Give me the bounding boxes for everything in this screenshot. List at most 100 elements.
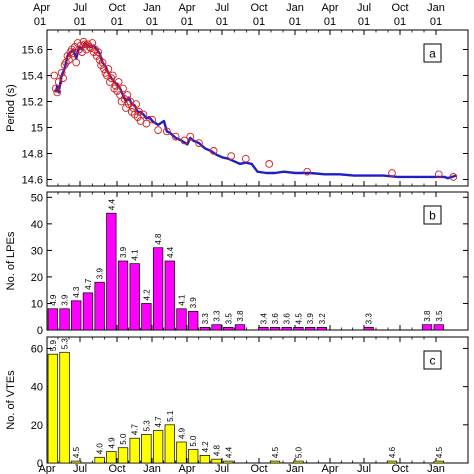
bar-magnitude-label: 3.8 [423,310,432,322]
bar-lpe [82,292,94,331]
bar-vte [223,460,234,464]
bottom-axis-month-label: Jul [357,463,371,474]
period-observation-point [54,78,63,86]
bar-magnitude-label: 4.8 [213,445,222,457]
period-observation-point [108,71,117,80]
bar-lpe [281,326,292,331]
period-observation-point [100,65,108,73]
bar-lpe [363,326,374,331]
period-observation-point [132,100,141,108]
panel-c-frame [46,336,469,464]
bar-lpe [433,324,444,331]
bottom-axis-month-label: Apr [321,463,338,474]
period-observation-point [265,160,274,168]
bar-magnitude-label: 3.9 [306,313,315,325]
top-axis-day-label: 01 [289,16,301,28]
bar-magnitude-label: 4.0 [96,443,105,455]
bar-magnitude-label: 5.0 [294,446,303,458]
period-observation-point [303,167,312,176]
bar-vte [293,460,304,464]
period-observation-point [171,132,180,141]
panel-b-frame [46,191,469,331]
y-tick-label: 0 [37,458,43,470]
bar-magnitude-label: 4.4 [224,446,233,458]
bar-vte [152,430,164,464]
bar-magnitude-label: 3.9 [189,297,198,309]
bar-magnitude-label: 5.3 [61,338,70,350]
period-observation-point [104,65,113,73]
bar-magnitude-label: 3.8 [236,310,245,322]
bar-magnitude-label: 3.3 [201,313,210,325]
bar-lpe [223,326,234,331]
panel-label: a [429,47,436,61]
top-axis-month-label: Jan [427,2,445,14]
bar-magnitude-label: 4.8 [154,233,163,245]
bottom-axis-month-label: Oct [250,463,267,474]
bar-lpe [316,326,327,331]
top-axis-month-label: Oct [108,2,125,14]
y-tick-label: 40 [31,382,43,394]
bottom-axis-month-label: Oct [108,463,125,474]
top-axis-month-label: Jan [143,2,161,14]
period-observation-point [78,48,86,56]
period-observation-point [119,84,127,93]
bar-magnitude-label: 4.1 [131,249,140,261]
top-axis-day-label: 01 [253,16,265,28]
top-axis-month-label: Jul [357,2,371,14]
panel-a-frame [46,29,469,187]
bar-magnitude-label: 4.5 [435,446,444,458]
bar-lpe [106,212,117,331]
y-tick-label: 0 [37,325,43,337]
period-observation-point [142,119,151,128]
bottom-axis-month-label: Apr [178,463,195,474]
bar-vte [176,441,187,464]
top-axis-month-label: Jul [215,2,229,14]
bar-magnitude-label: 5.3 [142,420,151,432]
period-observation-point [449,173,458,181]
period-observation-point [53,88,62,97]
y-tick-label: 20 [31,272,43,284]
y-tick-label: 15.4 [22,71,43,83]
bottom-axis-month-label: Jul [73,463,87,474]
bar-lpe [269,326,281,331]
bar-magnitude-label: 3.9 [61,294,70,306]
bar-magnitude-label: 3.6 [271,313,280,325]
bar-vte [433,460,444,464]
bottom-axis-month-label: Oct [391,463,408,474]
period-observation-point [87,44,95,53]
bar-magnitude-label: 4.2 [142,289,151,301]
bar-lpe [199,326,211,331]
top-axis-month-label: Oct [250,2,267,14]
bar-magnitude-label: 4.9 [107,437,116,449]
period-observation-point [195,139,203,147]
bar-magnitude-label: 4.7 [84,278,93,290]
period-observation-point [50,71,59,80]
bar-vte [199,455,211,464]
bar-lpe [211,324,222,331]
top-axis-month-label: Apr [33,2,50,14]
y-axis-label: No. of LPEs [5,231,17,290]
bottom-axis-month-label: Jan [427,463,445,474]
period-observation-point [241,154,250,163]
bar-magnitude-label: 3.6 [283,313,292,325]
bar-lpe [129,263,140,331]
period-observation-point [57,69,66,77]
y-axis-label: Period (s) [5,84,17,132]
bar-magnitude-label: 4.5 [294,313,303,325]
bar-magnitude-label: 5.9 [49,340,58,352]
period-observation-point [122,104,130,112]
bottom-axis-month-label: Jan [286,463,304,474]
top-axis-day-label: 01 [111,16,123,28]
bar-vte [59,351,70,464]
bar-magnitude-label: 3.9 [96,268,105,280]
panel-label-box [423,43,442,63]
period-observation-point [227,152,236,160]
top-axis-day-label: 01 [146,16,158,28]
bar-magnitude-label: 3.5 [224,313,233,325]
top-axis-day-label: 01 [181,16,193,28]
period-observation-point [59,74,67,82]
y-tick-label: 14.8 [22,149,43,161]
bar-lpe [304,326,316,331]
top-axis-day-label: 01 [324,16,336,28]
